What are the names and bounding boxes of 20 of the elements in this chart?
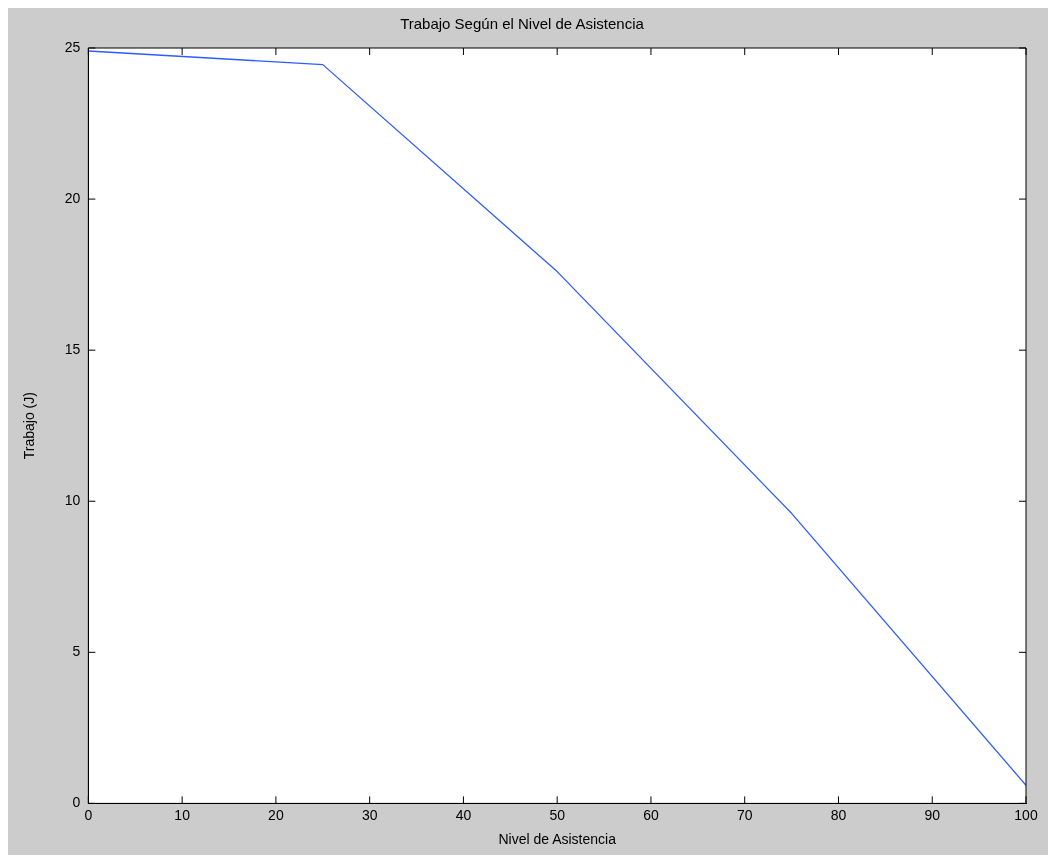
y-tick-label: 0 bbox=[72, 794, 81, 811]
x-tick-label: 80 bbox=[830, 806, 847, 823]
x-tick-label: 0 bbox=[84, 806, 93, 823]
x-tick-label: 70 bbox=[736, 806, 753, 823]
chart-title: Trabajo Según el Nivel de Asistencia bbox=[400, 15, 645, 33]
y-tick-label: 25 bbox=[64, 38, 81, 55]
y-tick-label: 20 bbox=[64, 189, 81, 206]
y-tick-label: 15 bbox=[64, 341, 81, 358]
x-tick-label: 10 bbox=[174, 806, 191, 823]
y-tick-label: 5 bbox=[72, 643, 81, 660]
x-tick-label: 40 bbox=[455, 806, 472, 823]
x-tick-label: 20 bbox=[268, 806, 284, 823]
x-tick-label: 100 bbox=[1014, 806, 1038, 823]
x-tick-label: 90 bbox=[924, 806, 941, 823]
x-tick-label: 50 bbox=[549, 806, 566, 823]
y-tick-label: 10 bbox=[64, 492, 81, 509]
y-axis-title: Trabajo (J) bbox=[21, 392, 38, 460]
x-axis-title: Nivel de Asistencia bbox=[498, 831, 617, 848]
x-tick-label: 60 bbox=[643, 806, 659, 823]
x-tick-label: 30 bbox=[361, 806, 378, 823]
